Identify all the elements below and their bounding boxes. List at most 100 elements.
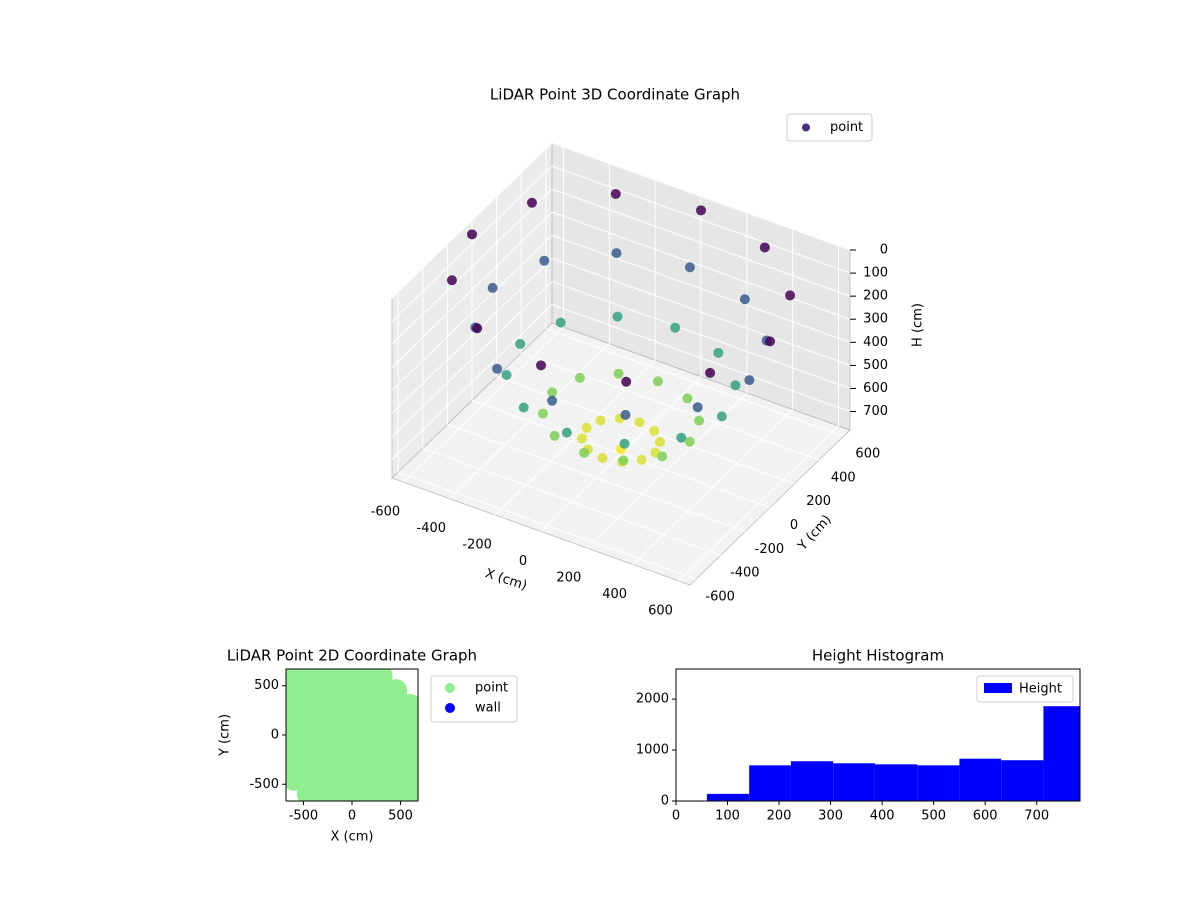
bar [790,761,834,801]
legend-label: wall [475,701,501,716]
point [613,368,624,379]
x-tick-label: 500 [921,809,946,824]
plot-frame [675,668,1081,802]
legend-label: point [475,681,508,696]
point [501,370,512,381]
point [398,782,418,801]
grid-line [391,142,553,299]
point [682,393,693,404]
point [621,376,632,387]
tick-label: -200 [462,538,492,553]
bar [959,758,1002,801]
point [492,363,503,374]
bar [1043,706,1080,801]
y-axis-label: Y (cm) [795,512,835,554]
point [620,409,631,420]
x-tick-label: 100 [715,809,740,824]
grid-line [391,234,553,391]
grid-line [397,471,697,580]
bar [749,765,791,801]
grid-line [551,304,851,413]
y-tick-label: -500 [249,777,279,792]
grid-line [391,281,553,437]
x-axis-label: X (cm) [331,830,374,845]
point [472,323,483,334]
point [526,197,537,208]
point [555,317,566,328]
point [581,422,592,433]
point [636,454,647,465]
tick-label: -400 [417,521,447,536]
x-tick-label: 0 [672,809,680,824]
grid-line [545,328,845,437]
point [655,436,666,447]
grid-line [391,211,553,368]
point [696,205,706,216]
point [610,188,621,199]
x-tick-label: 600 [973,809,998,824]
tick-label: -600 [371,505,401,520]
z-axis-label: H (cm) [911,303,926,347]
x-axis-label: X (cm) [483,566,529,594]
grid-line [496,376,795,485]
y-tick-label: 1000 [636,743,669,758]
point [634,417,645,428]
point [561,427,572,438]
point [539,255,550,266]
legend-marker [445,683,455,693]
bar [874,764,918,801]
point [579,447,590,458]
legend-label: Height [1019,682,1062,697]
tick-label: -600 [705,590,735,605]
point [487,282,498,293]
point [684,262,695,273]
grid-line [521,352,820,461]
point [657,451,668,462]
x-tick-label: 200 [767,809,792,824]
tick-label: 200 [556,570,581,585]
grid-line [391,304,553,460]
grid-line [447,423,746,532]
point [652,376,663,387]
point [612,311,623,322]
point [739,294,750,305]
x-tick-label: -500 [289,809,319,824]
point [515,338,526,349]
point [713,347,724,358]
point [692,402,703,413]
point [618,455,629,466]
legend-label: point [830,120,863,135]
point [730,380,741,391]
point [536,360,546,371]
x-tick-label: 0 [348,809,356,824]
tick-label: 100 [863,266,888,281]
tick-label: 0 [880,243,888,258]
y-tick-label: 0 [661,794,669,809]
bar [917,765,960,801]
grid-line [551,142,851,251]
legend-marker [984,683,1012,693]
tick-label: 400 [602,587,627,602]
point [467,229,477,240]
tick-label: 300 [863,312,888,327]
point [759,242,770,253]
point [684,436,695,447]
point [676,432,687,443]
legend-marker [445,703,455,713]
point [619,438,630,449]
legend-marker [802,123,810,132]
chart-title: LiDAR Point 3D Coordinate Graph [490,86,740,104]
tick-label: -200 [755,542,785,557]
tick-label: 600 [855,446,880,461]
tick-label: -400 [730,566,760,581]
tick-label: 700 [863,404,888,419]
y-tick-label: 500 [254,678,279,693]
point [744,375,755,386]
point [547,387,558,398]
chart-title: Height Histogram [812,647,944,665]
tick-label: 0 [790,518,798,533]
x-tick-label: 300 [818,809,843,824]
grid-line [551,257,851,366]
legend [976,675,1074,703]
